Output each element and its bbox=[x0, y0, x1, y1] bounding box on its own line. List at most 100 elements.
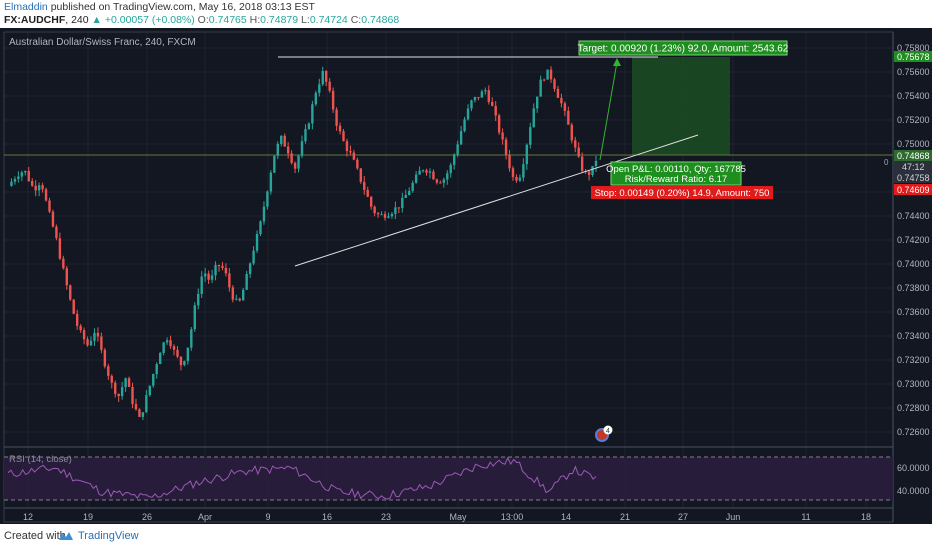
ohlc-info: FX:AUDCHF, 240 ▲ +0.00057 (+0.08%) O:0.7… bbox=[4, 14, 399, 26]
candle-body bbox=[463, 119, 466, 132]
candle-body bbox=[217, 265, 221, 267]
low-value: 0.74724 bbox=[309, 14, 348, 26]
candle-body bbox=[158, 352, 162, 365]
candle-body bbox=[494, 105, 497, 116]
candle-body bbox=[560, 97, 563, 104]
candle-body bbox=[103, 349, 107, 367]
candle-body bbox=[376, 213, 380, 215]
chart-title: Australian Dollar/Swiss Franc, 240, FXCM bbox=[9, 37, 196, 48]
candle-body bbox=[162, 342, 165, 353]
candle-body bbox=[356, 159, 359, 169]
candle-body bbox=[525, 144, 529, 165]
candle-body bbox=[542, 79, 546, 81]
candle-body bbox=[266, 191, 269, 207]
time-axis: 12 19 26 Apr 9 16 23 May 13:00 14 21 27 Jun 11 18 bbox=[23, 512, 871, 522]
candle-body bbox=[51, 211, 55, 227]
price-tick-9: 0.73800 bbox=[897, 283, 930, 293]
candle-body bbox=[397, 207, 401, 209]
candle-body bbox=[335, 109, 338, 126]
candle-body bbox=[238, 298, 241, 301]
candle-body bbox=[508, 154, 511, 169]
candle-body bbox=[459, 131, 463, 145]
candle-body bbox=[307, 123, 311, 130]
candle-body bbox=[259, 221, 262, 235]
open-label: O: bbox=[197, 14, 209, 26]
candle-body bbox=[221, 265, 224, 268]
risk-reward-label: Risk/Reward Ratio: 6.17 bbox=[625, 174, 727, 185]
candle-body bbox=[127, 378, 131, 387]
candle-body bbox=[546, 69, 549, 80]
tradingview-link[interactable]: TradingView bbox=[78, 530, 139, 542]
candle-body bbox=[214, 265, 217, 276]
candle-body bbox=[359, 168, 362, 182]
candle-body bbox=[497, 115, 501, 133]
entry-price-label: 0.74758 bbox=[897, 173, 930, 183]
candle-body bbox=[563, 103, 567, 111]
candle-body bbox=[89, 340, 93, 346]
candle-body bbox=[41, 185, 44, 190]
candle-body bbox=[342, 131, 345, 142]
candle-body bbox=[553, 79, 556, 89]
candle-body bbox=[48, 200, 51, 212]
tradingview-logo-icon bbox=[59, 532, 73, 540]
candle-body bbox=[587, 171, 591, 175]
candle-body bbox=[425, 170, 428, 173]
time-tick-7: May bbox=[449, 512, 467, 522]
candle-body bbox=[349, 151, 352, 153]
target-price-label: 0.75678 bbox=[897, 52, 930, 62]
candle-body bbox=[96, 332, 100, 337]
change-label: ▲ +0.00057 (+0.08%) bbox=[91, 14, 195, 26]
price-tick-0: 0.75800 bbox=[897, 43, 930, 53]
price-tick-1: 0.75600 bbox=[897, 67, 930, 77]
candle-body bbox=[79, 325, 82, 331]
candle-body bbox=[13, 179, 17, 182]
current-price-tag bbox=[894, 150, 932, 161]
candle-body bbox=[86, 339, 89, 346]
candle-body bbox=[504, 139, 508, 155]
candles bbox=[10, 66, 598, 421]
candle-body bbox=[394, 207, 397, 214]
candle-body bbox=[255, 234, 259, 251]
candle-body bbox=[10, 181, 13, 186]
candle-body bbox=[145, 395, 148, 413]
candle-body bbox=[591, 166, 594, 175]
time-tick-6: 23 bbox=[381, 512, 391, 522]
candle-body bbox=[318, 84, 321, 93]
candle-body bbox=[31, 181, 34, 186]
candle-body bbox=[532, 108, 535, 128]
candle-body bbox=[55, 226, 58, 239]
candle-body bbox=[107, 366, 110, 376]
open-value: 0.74765 bbox=[208, 14, 247, 26]
author-link[interactable]: Elmaddin bbox=[4, 1, 48, 13]
price-tick-8: 0.74000 bbox=[897, 259, 930, 269]
candle-body bbox=[245, 273, 248, 290]
chart-area[interactable]: Target: 0.00920 (1.23%) 92.0, Amount: 25… bbox=[0, 28, 932, 524]
rsi-label: RSI (14, close) bbox=[9, 454, 72, 465]
close-label: C: bbox=[350, 14, 362, 26]
price-tick-6: 0.74400 bbox=[897, 211, 930, 221]
candle-body bbox=[304, 129, 307, 142]
candle-body bbox=[269, 172, 273, 192]
candle-body bbox=[549, 69, 553, 80]
price-tick-11: 0.73400 bbox=[897, 331, 930, 341]
candle-body bbox=[280, 135, 283, 145]
candle-body bbox=[114, 382, 117, 394]
candle-body bbox=[231, 287, 235, 300]
grid-lines bbox=[4, 32, 893, 508]
price-chart[interactable]: Target: 0.00920 (1.23%) 92.0, Amount: 25… bbox=[0, 28, 932, 524]
candle-body bbox=[200, 276, 203, 294]
candle-body bbox=[176, 349, 179, 357]
candle-body bbox=[131, 386, 134, 405]
publish-info: Elmaddin published on TradingView.com, M… bbox=[4, 1, 315, 13]
candle-body bbox=[34, 185, 37, 191]
candle-body bbox=[210, 275, 214, 280]
candle-body bbox=[470, 100, 473, 109]
candle-body bbox=[594, 160, 598, 167]
candle-body bbox=[69, 285, 72, 300]
target-label-box bbox=[578, 40, 788, 56]
candle-body bbox=[165, 340, 169, 343]
time-tick-4: 9 bbox=[265, 512, 270, 522]
target-label: Target: 0.00920 (1.23%) 92.0, Amount: 25… bbox=[578, 44, 789, 55]
candle-body bbox=[328, 81, 331, 91]
candle-body bbox=[203, 273, 207, 277]
